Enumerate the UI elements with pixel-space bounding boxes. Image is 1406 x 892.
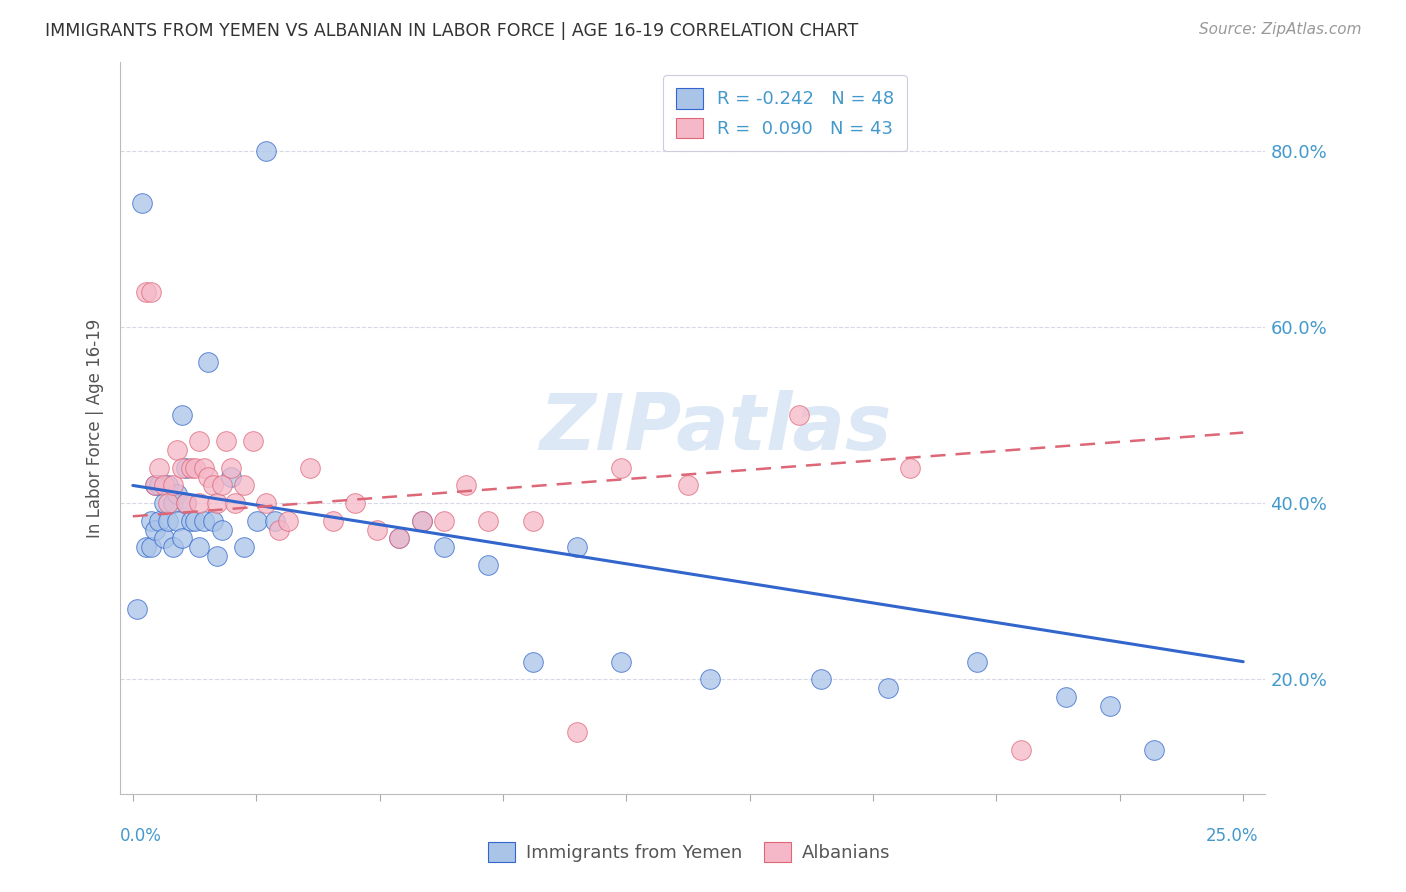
Point xyxy=(254,144,277,158)
Point xyxy=(166,443,188,458)
Point xyxy=(170,408,193,422)
Point xyxy=(174,496,197,510)
Point xyxy=(699,673,721,687)
Point xyxy=(157,478,180,492)
Point xyxy=(787,408,810,422)
Point xyxy=(219,460,242,475)
Point xyxy=(197,355,219,369)
Text: 0.0%: 0.0% xyxy=(120,827,162,845)
Point xyxy=(232,478,254,492)
Point xyxy=(205,549,228,563)
Point xyxy=(1054,690,1077,704)
Point xyxy=(388,531,411,545)
Point xyxy=(162,478,184,492)
Point xyxy=(242,434,264,449)
Point xyxy=(184,514,207,528)
Point xyxy=(676,478,699,492)
Point xyxy=(246,514,269,528)
Point xyxy=(174,460,197,475)
Point xyxy=(148,514,170,528)
Point xyxy=(139,540,162,554)
Point xyxy=(522,655,544,669)
Point xyxy=(170,531,193,545)
Point xyxy=(211,478,233,492)
Point xyxy=(153,478,176,492)
Point xyxy=(211,523,233,537)
Point xyxy=(193,514,215,528)
Point xyxy=(322,514,344,528)
Point xyxy=(433,514,456,528)
Point xyxy=(433,540,456,554)
Point xyxy=(201,514,224,528)
Point xyxy=(299,460,322,475)
Point xyxy=(454,478,477,492)
Point xyxy=(131,196,153,211)
Point xyxy=(166,514,188,528)
Point xyxy=(143,478,166,492)
Point xyxy=(366,523,388,537)
Point xyxy=(477,558,499,572)
Point xyxy=(1143,743,1166,757)
Point xyxy=(277,514,299,528)
Point xyxy=(157,496,180,510)
Point xyxy=(135,285,157,299)
Point xyxy=(197,469,219,483)
Point xyxy=(188,496,211,510)
Text: ZIPatlas: ZIPatlas xyxy=(540,390,891,467)
Point xyxy=(139,514,162,528)
Legend: Immigrants from Yemen, Albanians: Immigrants from Yemen, Albanians xyxy=(481,834,897,870)
Point xyxy=(170,460,193,475)
Point xyxy=(411,514,433,528)
Point xyxy=(180,460,202,475)
Legend: R = -0.242   N = 48, R =  0.090   N = 43: R = -0.242 N = 48, R = 0.090 N = 43 xyxy=(664,75,907,151)
Point xyxy=(188,540,211,554)
Text: 25.0%: 25.0% xyxy=(1206,827,1258,845)
Point xyxy=(565,540,588,554)
Point xyxy=(148,460,170,475)
Point xyxy=(219,469,242,483)
Point xyxy=(232,540,254,554)
Point xyxy=(810,673,832,687)
Point xyxy=(610,655,633,669)
Point xyxy=(157,514,180,528)
Point xyxy=(876,681,898,695)
Point xyxy=(188,434,211,449)
Point xyxy=(143,478,166,492)
Point xyxy=(269,523,291,537)
Point xyxy=(162,540,184,554)
Point xyxy=(184,460,207,475)
Point xyxy=(166,487,188,501)
Point xyxy=(411,514,433,528)
Text: Source: ZipAtlas.com: Source: ZipAtlas.com xyxy=(1198,22,1361,37)
Point xyxy=(135,540,157,554)
Point xyxy=(224,496,246,510)
Point xyxy=(143,523,166,537)
Point xyxy=(343,496,366,510)
Point xyxy=(180,514,202,528)
Point xyxy=(148,478,170,492)
Y-axis label: In Labor Force | Age 16-19: In Labor Force | Age 16-19 xyxy=(86,318,104,538)
Point xyxy=(264,514,287,528)
Point xyxy=(174,496,197,510)
Point xyxy=(966,655,988,669)
Point xyxy=(205,496,228,510)
Point xyxy=(522,514,544,528)
Point xyxy=(388,531,411,545)
Point xyxy=(1010,743,1032,757)
Text: IMMIGRANTS FROM YEMEN VS ALBANIAN IN LABOR FORCE | AGE 16-19 CORRELATION CHART: IMMIGRANTS FROM YEMEN VS ALBANIAN IN LAB… xyxy=(45,22,858,40)
Point xyxy=(898,460,921,475)
Point xyxy=(193,460,215,475)
Point xyxy=(477,514,499,528)
Point xyxy=(153,531,176,545)
Point xyxy=(254,496,277,510)
Point xyxy=(162,496,184,510)
Point xyxy=(127,602,149,616)
Point xyxy=(565,725,588,739)
Point xyxy=(1098,698,1121,713)
Point xyxy=(201,478,224,492)
Point xyxy=(153,496,176,510)
Point xyxy=(610,460,633,475)
Point xyxy=(139,285,162,299)
Point xyxy=(215,434,238,449)
